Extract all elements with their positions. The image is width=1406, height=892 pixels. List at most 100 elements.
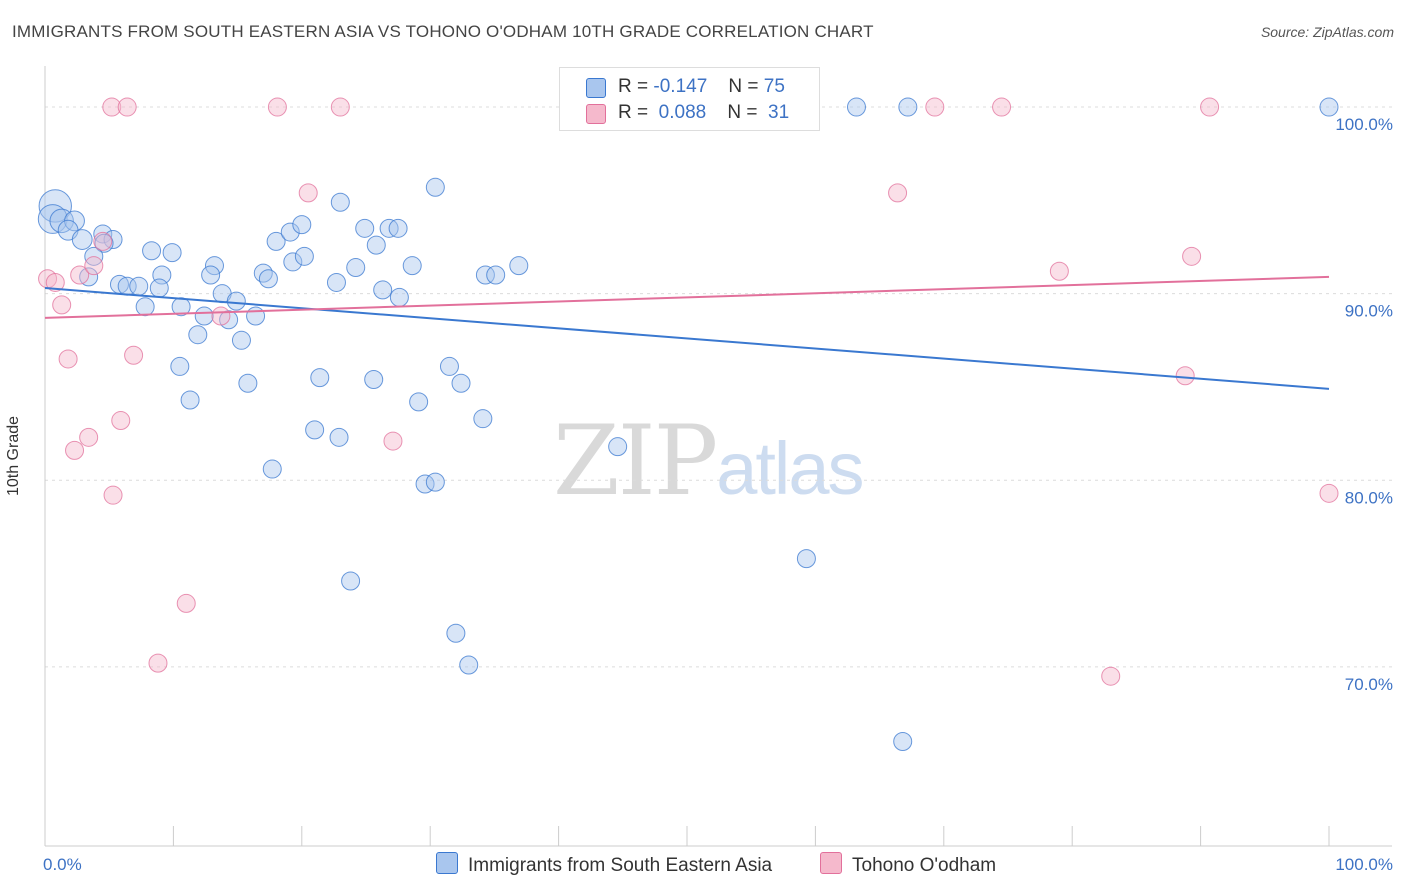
- data-point: [258, 269, 278, 289]
- data-point: [846, 97, 866, 117]
- legend-item-tohono[interactable]: Tohono O'odham: [820, 852, 996, 877]
- legend-label-immigrants: Immigrants from South Eastern Asia: [468, 855, 773, 876]
- data-point: [1049, 261, 1069, 281]
- watermark: ZIPatlas: [553, 405, 865, 517]
- data-point: [93, 231, 113, 251]
- data-point: [305, 420, 325, 440]
- data-point: [142, 241, 162, 261]
- data-point: [330, 192, 350, 212]
- data-point: [135, 297, 155, 317]
- data-point: [475, 265, 495, 285]
- data-point: [129, 276, 149, 296]
- data-point: [170, 356, 190, 376]
- data-point: [409, 392, 429, 412]
- n-value: 75: [763, 76, 785, 97]
- data-point: [364, 369, 384, 389]
- data-point: [898, 97, 918, 117]
- data-point: [294, 246, 314, 266]
- chart-title: IMMIGRANTS FROM SOUTH EASTERN ASIA VS TO…: [12, 22, 874, 41]
- data-point: [246, 306, 266, 326]
- data-point: [1175, 366, 1195, 386]
- data-point: [355, 218, 375, 238]
- data-point: [329, 427, 349, 447]
- data-point: [280, 222, 300, 242]
- data-point: [117, 97, 137, 117]
- y-tick-label: 100.0%: [1335, 115, 1393, 134]
- x-tick-label-max: 100.0%: [1335, 855, 1393, 874]
- data-point: [45, 272, 65, 292]
- trend-line-1: [44, 275, 1330, 319]
- series-layer: [37, 97, 1339, 752]
- data-point: [188, 325, 208, 345]
- data-point: [71, 229, 93, 250]
- legend-swatch-immigrants: [436, 852, 458, 874]
- data-point: [346, 258, 366, 278]
- data-point: [446, 623, 466, 643]
- data-point: [231, 330, 251, 350]
- data-point: [38, 189, 72, 223]
- data-point: [149, 278, 169, 298]
- source-credit: Source: ZipAtlas.com: [1260, 24, 1394, 40]
- data-point: [238, 373, 258, 393]
- data-point: [204, 256, 224, 276]
- x-tick-label-min: 0.0%: [43, 855, 82, 874]
- data-point: [226, 291, 246, 311]
- y-tick-label: 90.0%: [1345, 302, 1393, 321]
- data-point: [211, 306, 231, 326]
- data-point: [925, 97, 945, 117]
- data-point: [796, 549, 816, 569]
- watermark-atlas: atlas: [716, 427, 864, 510]
- n-label: N =: [727, 102, 758, 123]
- data-point: [366, 235, 386, 255]
- r-label: R =: [618, 102, 649, 123]
- data-point: [1319, 97, 1339, 117]
- data-point: [262, 459, 282, 479]
- data-point: [383, 431, 403, 451]
- data-point: [176, 593, 196, 613]
- data-point: [402, 256, 422, 276]
- y-tick-label: 70.0%: [1345, 675, 1393, 694]
- data-point: [267, 97, 287, 117]
- legend-swatch-tohono: [820, 852, 842, 874]
- data-point: [425, 177, 445, 197]
- legend-item-immigrants[interactable]: Immigrants from South Eastern Asia: [436, 852, 772, 877]
- data-point: [326, 272, 346, 292]
- data-point: [171, 297, 191, 317]
- data-point: [298, 183, 318, 203]
- data-point: [266, 231, 286, 251]
- data-point: [310, 368, 330, 388]
- data-point: [253, 263, 273, 283]
- data-point: [439, 356, 459, 376]
- data-point: [1200, 97, 1220, 117]
- data-point: [180, 390, 200, 410]
- data-point: [1101, 666, 1121, 686]
- data-point: [84, 256, 104, 276]
- trend-layer: [44, 275, 1330, 390]
- r-value: -0.147: [653, 76, 708, 97]
- data-point: [388, 218, 408, 238]
- data-point: [373, 280, 393, 300]
- series-1: [38, 97, 1339, 686]
- stats-legend: R = -0.147 N = 75 R = 0.088 N = 31: [559, 67, 820, 131]
- legend-label-tohono: Tohono O'odham: [852, 855, 997, 876]
- data-point: [425, 472, 445, 492]
- data-point: [162, 243, 182, 263]
- data-point: [1182, 246, 1202, 266]
- data-point: [486, 265, 506, 285]
- data-point: [888, 183, 908, 203]
- data-point: [341, 571, 361, 591]
- tick-labels: 70.0% 80.0% 90.0% 100.0% 0.0% 100.0%: [43, 115, 1393, 874]
- data-point: [459, 655, 479, 675]
- stats-swatch-immigrants: [586, 78, 606, 98]
- data-point: [124, 345, 144, 365]
- data-point: [194, 306, 214, 326]
- data-point: [37, 204, 68, 234]
- data-point: [330, 97, 350, 117]
- r-label: R =: [618, 76, 649, 97]
- data-point: [473, 409, 493, 429]
- y-tick-label: 80.0%: [1345, 488, 1393, 507]
- data-point: [148, 653, 168, 673]
- watermark-zip: ZIP: [553, 405, 718, 517]
- r-value: 0.088: [658, 102, 707, 123]
